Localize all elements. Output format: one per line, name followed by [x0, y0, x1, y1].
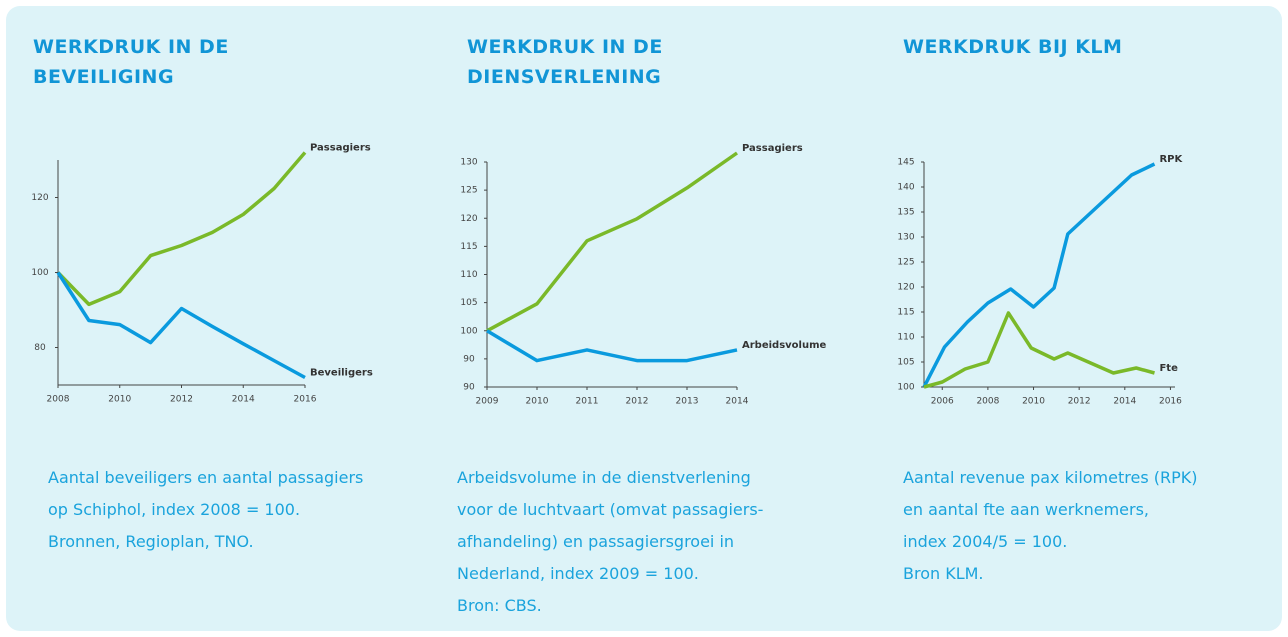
caption-line: Aantal beveiligers en aantal passagiers	[48, 468, 364, 487]
chart-title: WERKDRUK IN DE DIENSVERLENING	[467, 36, 663, 88]
series-label: RPK	[1159, 154, 1183, 165]
x-tick-label: 2016	[1159, 397, 1182, 407]
x-tick-label: 2014	[232, 395, 255, 405]
x-tick-label: 2008	[47, 395, 70, 405]
x-tick-label: 2010	[1022, 397, 1045, 407]
y-tick-label: 120	[31, 193, 48, 203]
panel	[6, 6, 1282, 631]
y-tick-label: 125	[897, 258, 914, 268]
series-line	[486, 329, 738, 363]
x-tick-label: 2009	[476, 397, 499, 407]
caption-line: voor de luchtvaart (omvat passagiers-	[457, 500, 764, 519]
chart-title: WERKDRUK IN DE BEVEILIGING	[33, 36, 229, 88]
series-line	[486, 151, 739, 333]
y-tick-label: 125	[460, 186, 477, 196]
y-tick-label: 90	[463, 354, 475, 364]
caption-line: Arbeidsvolume in de dienstverlening	[457, 468, 751, 487]
y-tick-label: 100	[31, 268, 48, 278]
y-tick-label: 115	[460, 242, 477, 252]
x-tick-label: 2010	[108, 395, 131, 405]
x-tick-label: 2014	[1113, 397, 1136, 407]
y-tick-label: 100	[897, 383, 914, 393]
series-label: Passagiers	[742, 143, 803, 154]
series-label: Beveiligers	[310, 368, 373, 379]
x-tick-label: 2014	[726, 397, 749, 407]
chart-title: WERKDRUK BIJ KLM	[903, 36, 1123, 58]
y-tick-label: 110	[460, 270, 477, 280]
y-tick-label: 105	[460, 298, 477, 308]
y-tick-label: 140	[897, 183, 914, 193]
caption-line: Aantal revenue pax kilometres (RPK)	[903, 468, 1198, 487]
series-line	[923, 311, 1155, 389]
x-tick-label: 2010	[526, 397, 549, 407]
y-tick-label: 105	[897, 358, 914, 368]
caption-line: op Schiphol, index 2008 = 100.	[48, 500, 301, 519]
y-tick-label: 110	[897, 333, 914, 343]
series-line	[56, 151, 307, 307]
series-line	[922, 162, 1156, 388]
series-line	[56, 271, 306, 380]
series-label: Passagiers	[310, 143, 371, 154]
y-tick-label: 90	[463, 383, 475, 393]
x-tick-label: 2016	[294, 395, 317, 405]
caption-line: Nederland, index 2009 = 100.	[457, 564, 699, 583]
y-tick-label: 100	[460, 326, 477, 336]
x-tick-label: 2012	[626, 397, 649, 407]
caption-line: en aantal fte aan werknemers,	[903, 500, 1150, 519]
series-label: Arbeidsvolume	[742, 340, 827, 351]
y-tick-label: 115	[897, 308, 914, 318]
caption-line: Bronnen, Regioplan, TNO.	[48, 532, 254, 551]
y-tick-label: 145	[897, 158, 914, 168]
y-tick-label: 120	[460, 214, 477, 224]
caption-line: Bron KLM.	[903, 564, 984, 583]
y-tick-label: 130	[460, 158, 477, 168]
x-tick-label: 2012	[170, 395, 193, 405]
y-tick-label: 135	[897, 208, 914, 218]
caption-line: Bron: CBS.	[457, 596, 542, 615]
x-tick-label: 2012	[1068, 397, 1091, 407]
x-tick-label: 2011	[576, 397, 599, 407]
y-tick-label: 120	[897, 283, 914, 293]
y-tick-label: 80	[34, 343, 46, 353]
caption-line: index 2004/5 = 100.	[903, 532, 1068, 551]
x-tick-label: 2006	[931, 397, 954, 407]
y-tick-label: 130	[897, 233, 914, 243]
series-label: Fte	[1159, 363, 1178, 374]
x-tick-label: 2008	[976, 397, 999, 407]
x-tick-label: 2013	[676, 397, 699, 407]
caption-line: afhandeling) en passagiersgroei in	[457, 532, 735, 551]
